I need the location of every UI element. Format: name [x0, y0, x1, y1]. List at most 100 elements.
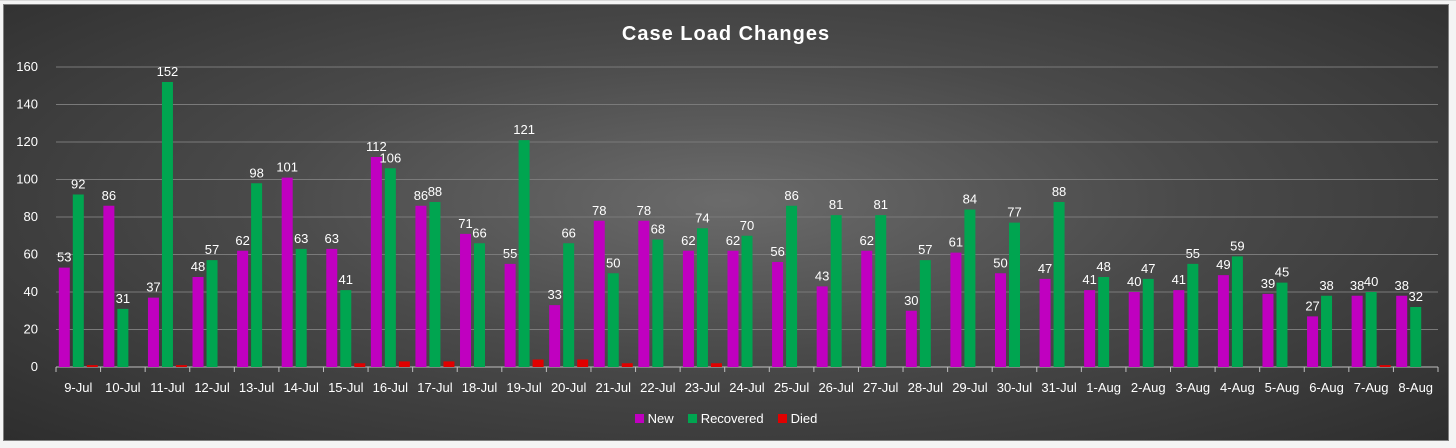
- bar-new-19-Jul[interactable]: [504, 263, 516, 367]
- data-label-recovered: 45: [1275, 265, 1289, 280]
- bar-new-23-Jul[interactable]: [682, 250, 694, 367]
- bar-recovered-10-Jul[interactable]: [117, 308, 129, 367]
- bar-recovered-15-Jul[interactable]: [340, 290, 352, 367]
- bar-recovered-17-Jul[interactable]: [429, 202, 441, 367]
- data-label-recovered: 59: [1230, 238, 1244, 253]
- data-label-recovered: 88: [1052, 184, 1066, 199]
- bar-recovered-25-Jul[interactable]: [786, 205, 798, 367]
- bar-recovered-18-Jul[interactable]: [474, 243, 486, 367]
- bar-recovered-30-Jul[interactable]: [1008, 222, 1020, 367]
- data-label-new: 71: [458, 216, 472, 231]
- bar-died-21-Jul[interactable]: [621, 363, 633, 367]
- data-label-recovered: 84: [963, 192, 977, 207]
- bar-recovered-2-Aug[interactable]: [1142, 278, 1154, 367]
- bar-new-13-Jul[interactable]: [237, 250, 249, 367]
- bar-recovered-24-Jul[interactable]: [741, 235, 753, 367]
- x-tick-label: 14-Jul: [283, 380, 319, 395]
- bar-new-9-Jul[interactable]: [58, 267, 70, 367]
- bar-new-26-Jul[interactable]: [816, 286, 828, 367]
- bar-new-10-Jul[interactable]: [103, 205, 115, 367]
- bar-new-1-Aug[interactable]: [1084, 290, 1096, 367]
- chart-title: Case Load Changes: [621, 23, 831, 45]
- bar-new-17-Jul[interactable]: [415, 205, 427, 367]
- x-tick-label: 23-Jul: [685, 380, 721, 395]
- x-tick-label: 19-Jul: [506, 380, 542, 395]
- bar-new-4-Aug[interactable]: [1217, 275, 1229, 367]
- bar-recovered-21-Jul[interactable]: [607, 273, 619, 367]
- data-label-recovered: 77: [1007, 205, 1021, 220]
- bar-recovered-8-Aug[interactable]: [1410, 307, 1422, 367]
- bar-died-16-Jul[interactable]: [398, 361, 410, 367]
- x-tick-label: 15-Jul: [328, 380, 364, 395]
- data-label-recovered: 66: [472, 225, 486, 240]
- bar-new-12-Jul[interactable]: [192, 277, 204, 367]
- legend-item-recovered[interactable]: Recovered: [687, 411, 764, 426]
- y-tick-label: 140: [16, 97, 38, 112]
- bar-recovered-6-Aug[interactable]: [1321, 295, 1333, 367]
- bar-new-14-Jul[interactable]: [281, 177, 293, 367]
- chart-area[interactable]: Case Load Changes 0 20 40 60 80 100 120 140 160 5…: [3, 4, 1449, 441]
- bar-new-6-Aug[interactable]: [1307, 316, 1319, 367]
- data-label-new: 30: [904, 293, 918, 308]
- bar-new-18-Jul[interactable]: [460, 233, 472, 367]
- chart-legend[interactable]: New Recovered Died: [4, 411, 1448, 426]
- bar-new-22-Jul[interactable]: [638, 220, 650, 367]
- data-label-new: 38: [1350, 278, 1364, 293]
- x-tick-label: 9-Jul: [64, 380, 92, 395]
- bar-died-20-Jul[interactable]: [577, 359, 589, 368]
- bar-new-25-Jul[interactable]: [772, 262, 784, 367]
- bar-recovered-16-Jul[interactable]: [384, 168, 396, 367]
- bar-new-24-Jul[interactable]: [727, 250, 739, 367]
- bar-recovered-13-Jul[interactable]: [251, 183, 263, 367]
- legend-label-new: New: [647, 411, 674, 426]
- bar-recovered-19-Jul[interactable]: [518, 140, 530, 367]
- bar-recovered-7-Aug[interactable]: [1365, 292, 1377, 367]
- bar-new-11-Jul[interactable]: [147, 297, 159, 367]
- bar-died-23-Jul[interactable]: [710, 363, 722, 367]
- bar-new-27-Jul[interactable]: [861, 250, 873, 367]
- bar-recovered-4-Aug[interactable]: [1231, 256, 1243, 367]
- data-label-new: 41: [1082, 272, 1096, 287]
- bar-recovered-12-Jul[interactable]: [206, 260, 218, 367]
- bar-recovered-28-Jul[interactable]: [919, 260, 931, 367]
- bar-died-11-Jul[interactable]: [175, 365, 187, 367]
- bar-new-30-Jul[interactable]: [994, 273, 1006, 367]
- bar-died-19-Jul[interactable]: [532, 359, 544, 368]
- bar-new-7-Aug[interactable]: [1351, 295, 1363, 367]
- legend-item-died[interactable]: Died: [777, 411, 817, 426]
- bar-new-15-Jul[interactable]: [326, 248, 338, 367]
- bar-recovered-9-Jul[interactable]: [72, 194, 84, 368]
- bar-recovered-14-Jul[interactable]: [295, 248, 307, 367]
- bar-recovered-29-Jul[interactable]: [964, 209, 976, 368]
- bar-recovered-23-Jul[interactable]: [696, 228, 708, 367]
- x-tick-label: 6-Aug: [1309, 380, 1344, 395]
- bar-recovered-31-Jul[interactable]: [1053, 202, 1065, 367]
- bar-recovered-5-Aug[interactable]: [1276, 282, 1288, 367]
- y-tick-label: 100: [16, 172, 38, 187]
- data-label-recovered: 47: [1141, 261, 1155, 276]
- bar-died-7-Aug[interactable]: [1379, 365, 1391, 367]
- bar-recovered-27-Jul[interactable]: [875, 215, 887, 367]
- bar-new-31-Jul[interactable]: [1039, 278, 1051, 367]
- bar-new-21-Jul[interactable]: [593, 220, 605, 367]
- bar-died-17-Jul[interactable]: [443, 361, 455, 367]
- bar-recovered-3-Aug[interactable]: [1187, 263, 1199, 367]
- bar-recovered-22-Jul[interactable]: [652, 239, 664, 368]
- bar-died-9-Jul[interactable]: [86, 365, 98, 367]
- bar-new-29-Jul[interactable]: [950, 252, 962, 367]
- bar-new-5-Aug[interactable]: [1262, 293, 1274, 367]
- bar-new-8-Aug[interactable]: [1396, 295, 1408, 367]
- bar-new-20-Jul[interactable]: [549, 305, 561, 367]
- bar-died-15-Jul[interactable]: [354, 363, 366, 367]
- bar-new-3-Aug[interactable]: [1173, 290, 1185, 367]
- bar-new-2-Aug[interactable]: [1128, 292, 1140, 367]
- x-tick-label: 21-Jul: [596, 380, 632, 395]
- bar-recovered-1-Aug[interactable]: [1098, 277, 1110, 367]
- bar-new-16-Jul[interactable]: [370, 157, 382, 367]
- legend-item-new[interactable]: New: [634, 411, 674, 426]
- bar-recovered-20-Jul[interactable]: [563, 243, 575, 367]
- bar-new-28-Jul[interactable]: [905, 310, 917, 367]
- bar-recovered-11-Jul[interactable]: [161, 82, 173, 367]
- x-tick-label: 24-Jul: [729, 380, 765, 395]
- bar-recovered-26-Jul[interactable]: [830, 215, 842, 367]
